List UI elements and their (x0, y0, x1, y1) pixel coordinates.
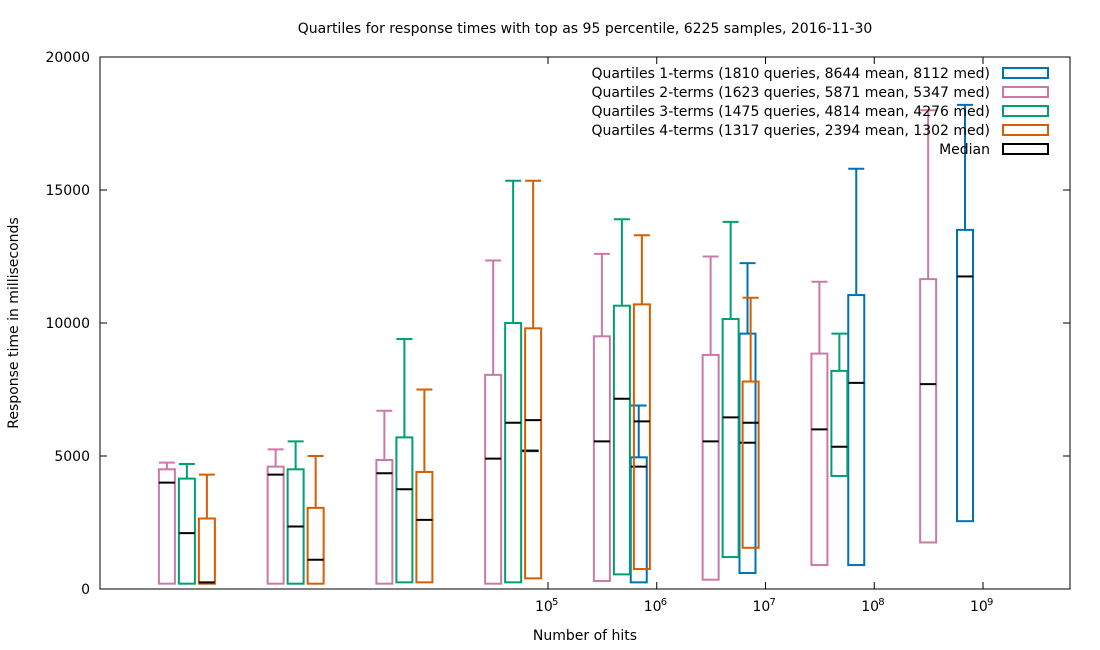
quartile-box (375, 458, 394, 585)
quartile-box (847, 294, 866, 567)
quartile-box (504, 322, 523, 584)
quartile-box (612, 304, 631, 576)
x-tick-label-base: 10 (535, 599, 553, 615)
y-axis-label: Response time in milliseconds (6, 217, 22, 428)
y-tick-label: 15000 (45, 183, 90, 199)
quartile-box (484, 373, 503, 585)
quartile-box (524, 327, 543, 580)
y-tick-label: 5000 (54, 449, 90, 465)
quartile-box (701, 353, 720, 581)
legend-swatch (1002, 67, 1049, 79)
x-tick-label-base: 10 (753, 599, 771, 615)
quartile-box (830, 369, 849, 477)
y-tick-label: 20000 (45, 50, 90, 66)
x-tick-label-exponent: 5 (552, 597, 558, 608)
quartile-box (919, 278, 938, 544)
legend-swatch (1002, 143, 1049, 155)
quartile-box (741, 380, 760, 549)
x-tick-label-base: 10 (644, 599, 662, 615)
quartile-box (592, 335, 611, 583)
legend-label: Quartiles 1-terms (1810 queries, 8644 me… (591, 66, 990, 82)
quartile-box (266, 465, 285, 585)
quartile-box (306, 506, 325, 585)
legend-swatch (1002, 86, 1049, 98)
quartile-box (721, 318, 740, 559)
y-tick-label: 10000 (45, 316, 90, 332)
quartile-box (632, 303, 651, 571)
quartile-box (415, 470, 434, 584)
legend-label: Quartiles 2-terms (1623 queries, 5871 me… (591, 85, 990, 101)
x-axis-label: Number of hits (533, 628, 637, 644)
quartile-box (810, 352, 829, 567)
legend-label: Median (939, 142, 990, 158)
x-tick-label-base: 10 (861, 599, 879, 615)
x-tick-label-exponent: 8 (878, 597, 884, 608)
x-tick-label-exponent: 6 (661, 597, 667, 608)
y-tick-label: 0 (81, 582, 90, 598)
legend-label: Quartiles 3-terms (1475 queries, 4814 me… (591, 104, 990, 120)
quartile-box (395, 436, 414, 584)
x-tick-label-exponent: 9 (987, 597, 993, 608)
x-tick-label-base: 10 (970, 599, 988, 615)
legend-label: Quartiles 4-terms (1317 queries, 2394 me… (591, 123, 990, 139)
legend-swatch (1002, 105, 1049, 117)
quartile-box (956, 228, 974, 523)
x-tick-label-exponent: 7 (770, 597, 776, 608)
legend-swatch (1002, 124, 1049, 136)
quartile-box (177, 477, 196, 585)
quartile-box (157, 468, 176, 585)
plot-frame (99, 56, 1071, 590)
chart-title: Quartiles for response times with top as… (298, 21, 873, 37)
quartile-box (197, 517, 216, 585)
